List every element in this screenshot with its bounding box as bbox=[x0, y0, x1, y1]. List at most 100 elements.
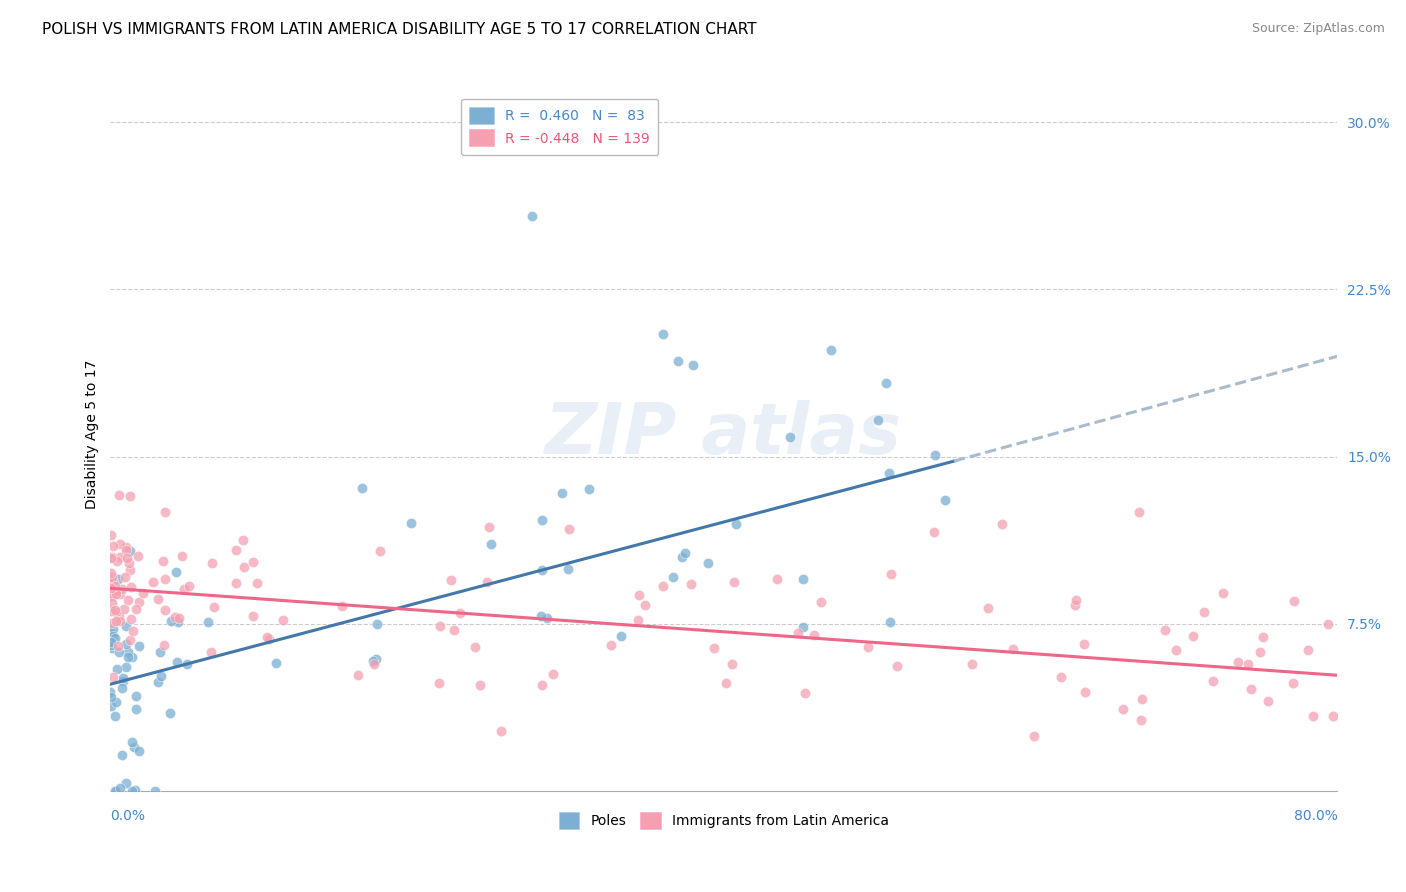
Point bbox=[924, 449, 946, 463]
Point bbox=[934, 493, 956, 508]
Point bbox=[111, 673, 134, 688]
Point bbox=[173, 582, 195, 596]
Point bbox=[1227, 655, 1250, 669]
Point bbox=[1201, 673, 1223, 688]
Point bbox=[1112, 702, 1135, 716]
Point bbox=[165, 566, 187, 580]
Point bbox=[114, 540, 136, 554]
Point bbox=[100, 527, 122, 541]
Point bbox=[1212, 586, 1234, 600]
Point bbox=[530, 563, 553, 577]
Point bbox=[627, 613, 650, 627]
Point bbox=[1322, 709, 1344, 723]
Point bbox=[143, 784, 166, 798]
Point bbox=[100, 638, 122, 652]
Point bbox=[103, 540, 125, 554]
Point bbox=[1073, 637, 1095, 651]
Point bbox=[233, 559, 256, 574]
Point bbox=[536, 611, 558, 625]
Point bbox=[114, 637, 136, 651]
Point bbox=[122, 739, 145, 754]
Point bbox=[114, 570, 136, 584]
Point bbox=[531, 678, 554, 692]
Point bbox=[125, 690, 148, 704]
Point bbox=[1002, 641, 1025, 656]
Point bbox=[429, 619, 451, 633]
Point bbox=[153, 505, 176, 519]
Point bbox=[114, 660, 136, 674]
Point bbox=[153, 602, 176, 616]
Point bbox=[681, 577, 703, 591]
Point bbox=[105, 662, 128, 676]
Point bbox=[578, 482, 600, 496]
Text: Source: ZipAtlas.com: Source: ZipAtlas.com bbox=[1251, 22, 1385, 36]
Point bbox=[100, 625, 122, 640]
Point bbox=[108, 609, 131, 624]
Point bbox=[177, 579, 200, 593]
Point bbox=[120, 489, 142, 503]
Point bbox=[107, 639, 129, 653]
Point bbox=[332, 599, 354, 613]
Point bbox=[368, 544, 391, 558]
Point bbox=[1236, 657, 1258, 671]
Point bbox=[153, 638, 176, 652]
Point bbox=[1130, 691, 1153, 706]
Point bbox=[101, 549, 124, 564]
Point bbox=[666, 353, 689, 368]
Point bbox=[204, 600, 226, 615]
Point bbox=[111, 681, 134, 695]
Point bbox=[703, 640, 725, 655]
Point bbox=[1317, 616, 1340, 631]
Point bbox=[117, 551, 139, 566]
Point bbox=[673, 546, 696, 560]
Point bbox=[101, 569, 124, 583]
Point bbox=[127, 549, 149, 564]
Point bbox=[242, 609, 264, 624]
Point bbox=[401, 516, 423, 531]
Point bbox=[246, 575, 269, 590]
Point bbox=[530, 608, 553, 623]
Point bbox=[468, 678, 491, 692]
Point bbox=[142, 574, 165, 589]
Point bbox=[104, 614, 127, 628]
Point bbox=[922, 525, 945, 540]
Point bbox=[464, 640, 486, 654]
Point bbox=[366, 616, 388, 631]
Point bbox=[149, 669, 172, 683]
Point bbox=[960, 657, 983, 671]
Point bbox=[364, 652, 387, 666]
Point bbox=[714, 676, 737, 690]
Point bbox=[858, 640, 880, 654]
Point bbox=[478, 519, 501, 533]
Point bbox=[108, 781, 131, 796]
Point bbox=[723, 574, 745, 589]
Text: POLISH VS IMMIGRANTS FROM LATIN AMERICA DISABILITY AGE 5 TO 17 CORRELATION CHART: POLISH VS IMMIGRANTS FROM LATIN AMERICA … bbox=[42, 22, 756, 37]
Point bbox=[100, 582, 122, 596]
Point bbox=[197, 615, 219, 629]
Point bbox=[810, 595, 832, 609]
Point bbox=[104, 605, 127, 619]
Point bbox=[108, 644, 131, 658]
Point bbox=[117, 592, 139, 607]
Point bbox=[103, 670, 125, 684]
Point bbox=[427, 676, 450, 690]
Point bbox=[1194, 605, 1216, 619]
Point bbox=[100, 690, 122, 704]
Point bbox=[1064, 592, 1087, 607]
Point bbox=[352, 481, 374, 495]
Point bbox=[347, 668, 370, 682]
Point bbox=[100, 685, 122, 699]
Point bbox=[682, 358, 704, 372]
Point bbox=[153, 572, 176, 586]
Point bbox=[108, 550, 131, 565]
Point bbox=[110, 747, 132, 762]
Point bbox=[551, 485, 574, 500]
Point bbox=[101, 629, 124, 643]
Point bbox=[104, 784, 127, 798]
Point bbox=[104, 695, 127, 709]
Point bbox=[104, 579, 127, 593]
Point bbox=[146, 592, 169, 607]
Point bbox=[803, 628, 825, 642]
Point bbox=[991, 516, 1014, 531]
Point bbox=[108, 614, 131, 628]
